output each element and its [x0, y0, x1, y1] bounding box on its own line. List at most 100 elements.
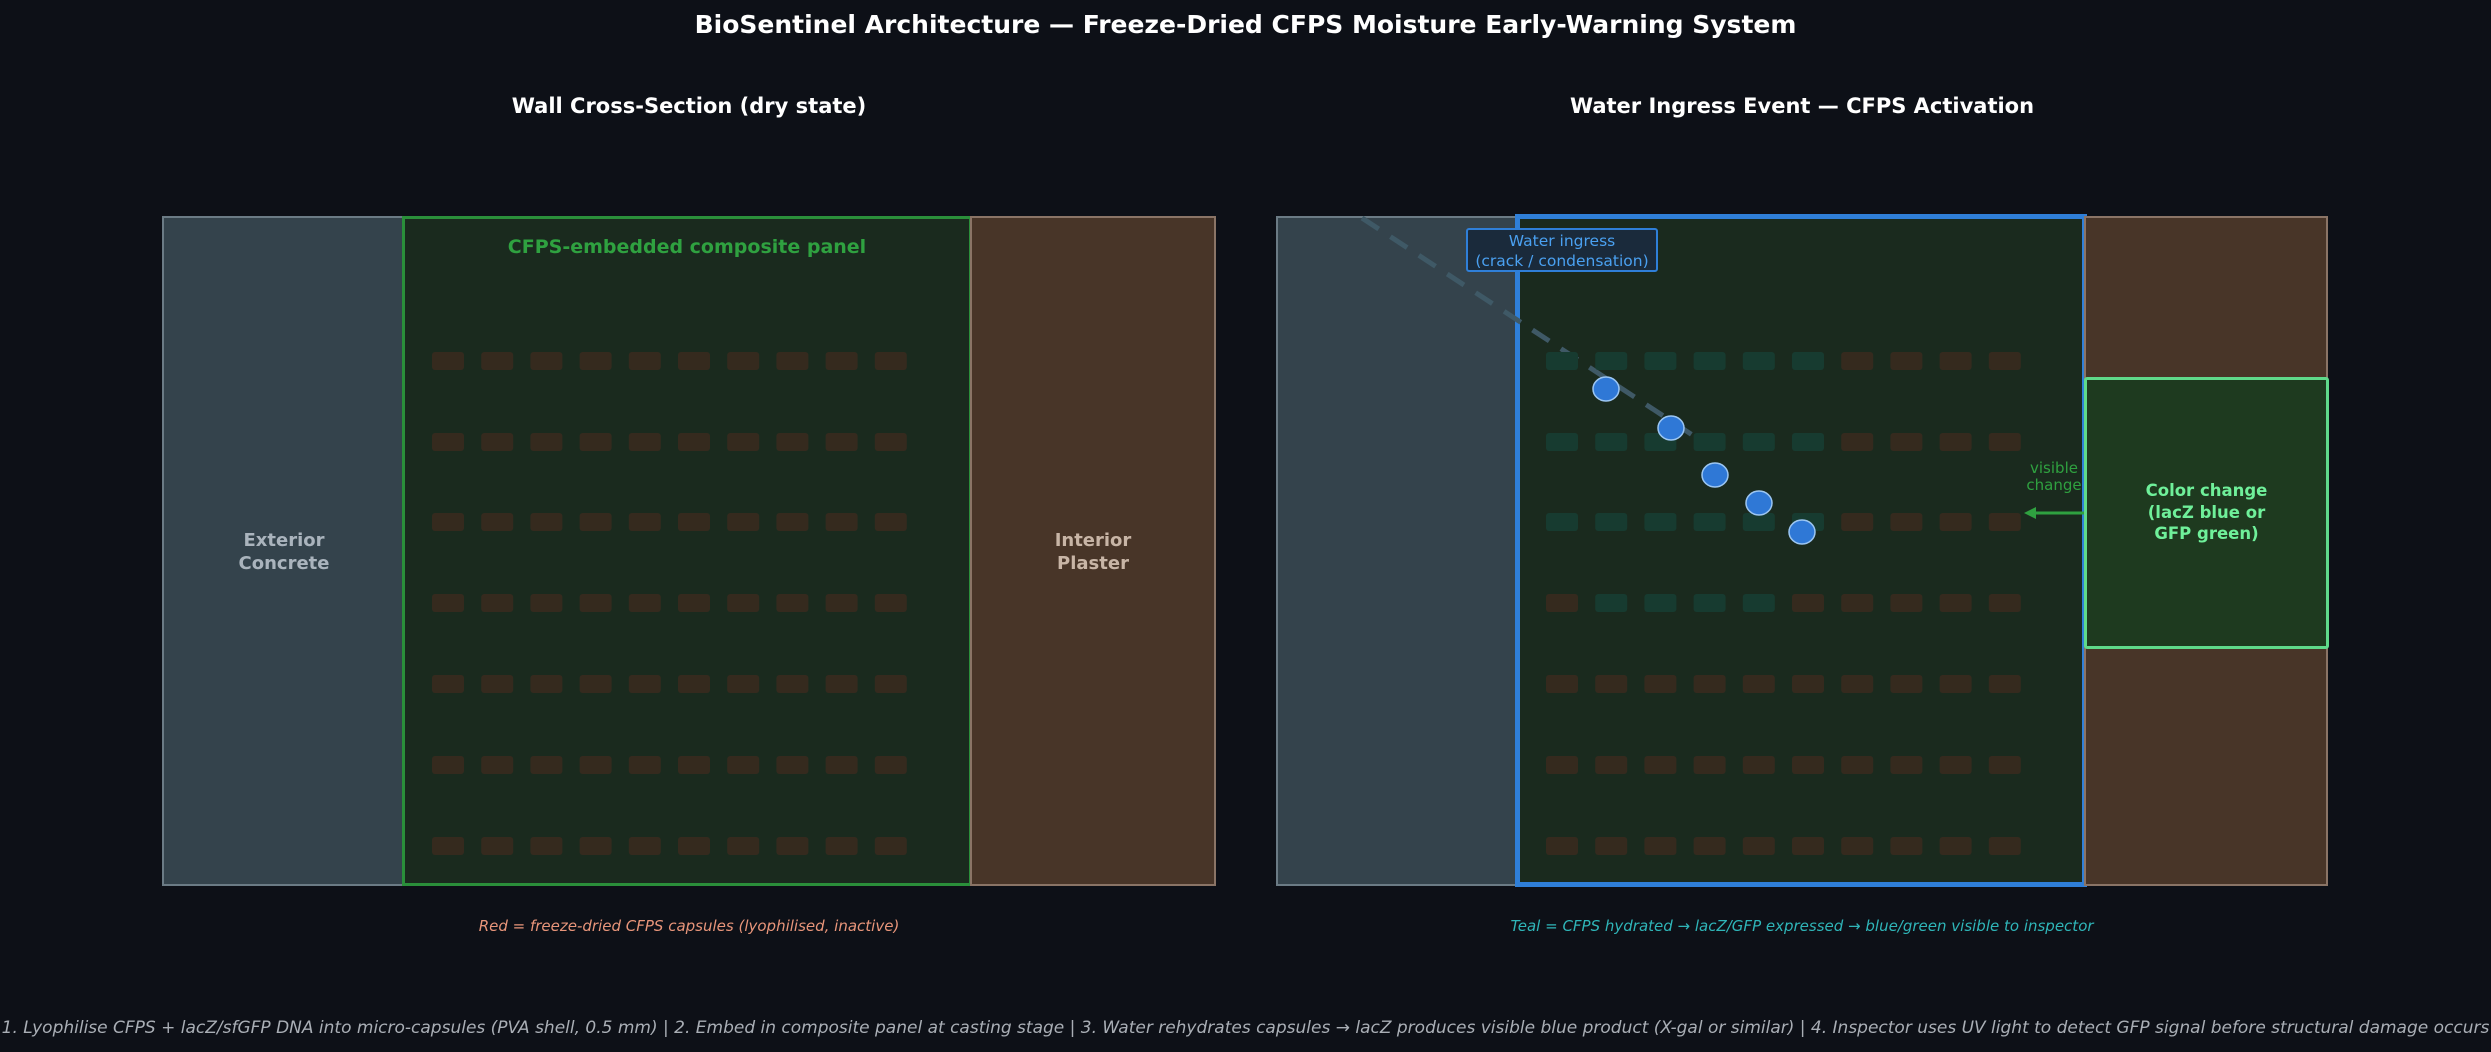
capsule-inactive: [874, 594, 907, 612]
capsule-active: [1644, 513, 1677, 531]
capsule-inactive: [776, 433, 809, 451]
exterior-concrete-label: Exterior Concrete: [238, 530, 330, 574]
capsule-inactive: [1644, 756, 1677, 774]
capsule-inactive: [579, 594, 612, 612]
capsule-inactive: [481, 594, 514, 612]
capsule-inactive: [1890, 513, 1923, 531]
capsule-inactive: [776, 756, 809, 774]
exterior-concrete-layer-wet: [1276, 216, 1518, 886]
capsule-inactive: [825, 675, 858, 693]
capsule-inactive: [1890, 756, 1923, 774]
capsule-inactive: [727, 675, 760, 693]
capsule-inactive: [1890, 837, 1923, 855]
exterior-concrete-layer: [162, 216, 404, 886]
capsule-inactive: [1742, 675, 1775, 693]
capsule-inactive: [1890, 352, 1923, 370]
capsule-inactive: [825, 594, 858, 612]
water-droplet: [1592, 376, 1620, 402]
capsule-inactive: [678, 837, 710, 855]
capsule-inactive: [579, 756, 612, 774]
capsule-inactive: [432, 433, 464, 451]
capsule-inactive: [432, 352, 464, 370]
composite-panel-label: CFPS-embedded composite panel: [507, 236, 867, 258]
capsule-inactive: [874, 352, 907, 370]
capsule-inactive: [874, 513, 907, 531]
capsule-active: [1595, 352, 1628, 370]
capsule-inactive: [1546, 675, 1578, 693]
capsule-inactive: [1939, 433, 1972, 451]
capsule-inactive: [874, 837, 907, 855]
capsule-inactive: [825, 352, 858, 370]
capsule-inactive: [1792, 756, 1824, 774]
capsule-inactive: [530, 837, 563, 855]
capsule-inactive: [1988, 675, 2021, 693]
capsule-inactive: [874, 433, 907, 451]
capsule-inactive: [579, 513, 612, 531]
capsule-inactive: [1988, 837, 2021, 855]
capsule-inactive: [874, 675, 907, 693]
capsule-inactive: [1988, 433, 2021, 451]
capsule-active: [1644, 352, 1677, 370]
capsule-inactive: [1939, 352, 1972, 370]
water-droplet: [1788, 519, 1816, 545]
capsule-inactive: [678, 756, 710, 774]
capsule-inactive: [481, 675, 514, 693]
capsule-active: [1693, 594, 1726, 612]
capsule-inactive: [628, 756, 661, 774]
capsule-inactive: [1988, 756, 2021, 774]
capsule-inactive: [776, 594, 809, 612]
capsule-inactive: [1595, 756, 1628, 774]
capsule-inactive: [628, 837, 661, 855]
capsule-inactive: [1644, 675, 1677, 693]
capsule-inactive: [1988, 513, 2021, 531]
capsule-inactive: [1841, 433, 1874, 451]
capsule-inactive: [432, 837, 464, 855]
capsule-active: [1792, 433, 1824, 451]
capsule-inactive: [825, 513, 858, 531]
capsule-inactive: [432, 594, 464, 612]
capsule-inactive: [628, 352, 661, 370]
capsule-inactive: [1693, 756, 1726, 774]
capsule-inactive: [678, 352, 710, 370]
capsule-active: [1742, 433, 1775, 451]
capsule-inactive: [1939, 837, 1972, 855]
capsule-inactive: [1644, 837, 1677, 855]
capsule-active: [1595, 433, 1628, 451]
capsule-inactive: [1742, 756, 1775, 774]
capsule-active: [1742, 594, 1775, 612]
capsule-inactive: [1890, 433, 1923, 451]
capsule-inactive: [776, 675, 809, 693]
capsule-active: [1742, 513, 1775, 531]
figure-title: BioSentinel Architecture — Freeze-Dried …: [694, 10, 1797, 39]
capsule-inactive: [1595, 837, 1628, 855]
capsule-inactive: [874, 756, 907, 774]
capsule-inactive: [1988, 594, 2021, 612]
capsule-inactive: [727, 594, 760, 612]
capsule-inactive: [1890, 594, 1923, 612]
visible-change-label: visible change: [2026, 459, 2082, 494]
capsule-inactive: [530, 352, 563, 370]
interior-plaster-label: Interior Plaster: [1054, 530, 1132, 574]
capsule-inactive: [776, 837, 809, 855]
capsule-inactive: [1939, 756, 1972, 774]
capsule-inactive: [825, 433, 858, 451]
capsule-inactive: [1792, 675, 1824, 693]
water-droplet: [1701, 462, 1729, 488]
capsule-inactive: [1792, 594, 1824, 612]
capsule-inactive: [678, 675, 710, 693]
capsule-inactive: [1841, 756, 1874, 774]
capsule-inactive: [530, 675, 563, 693]
capsule-inactive: [1939, 675, 1972, 693]
capsule-inactive: [1939, 513, 1972, 531]
capsule-inactive: [432, 675, 464, 693]
capsule-inactive: [1841, 352, 1874, 370]
capsule-inactive: [776, 513, 809, 531]
water-droplet: [1745, 490, 1773, 516]
color-change-label: Color change (lacZ blue or GFP green): [2145, 481, 2268, 543]
capsule-active: [1546, 352, 1578, 370]
capsule-inactive: [1890, 675, 1923, 693]
capsule-inactive: [825, 756, 858, 774]
capsule-inactive: [530, 756, 563, 774]
capsule-active: [1644, 594, 1677, 612]
